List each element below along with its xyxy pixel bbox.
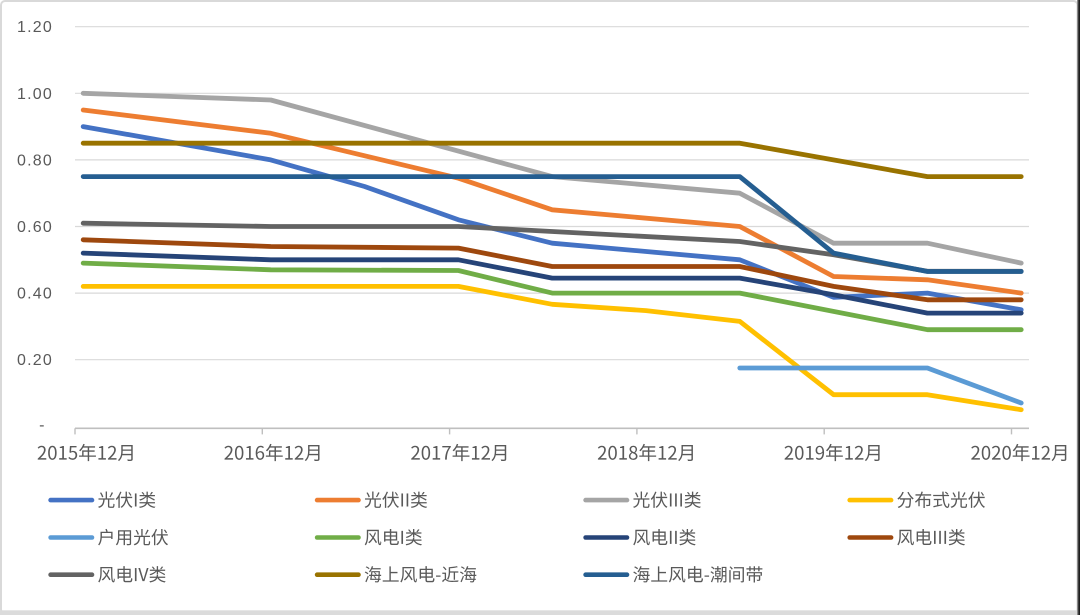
svg-text:0.80: 0.80 [17, 152, 53, 169]
svg-text:-: - [39, 417, 44, 434]
svg-text:0.40: 0.40 [17, 286, 53, 303]
svg-text:0.20: 0.20 [17, 352, 53, 369]
svg-text:0.60: 0.60 [17, 219, 53, 236]
svg-text:1.20: 1.20 [17, 19, 53, 36]
svg-text:1.00: 1.00 [17, 86, 53, 103]
